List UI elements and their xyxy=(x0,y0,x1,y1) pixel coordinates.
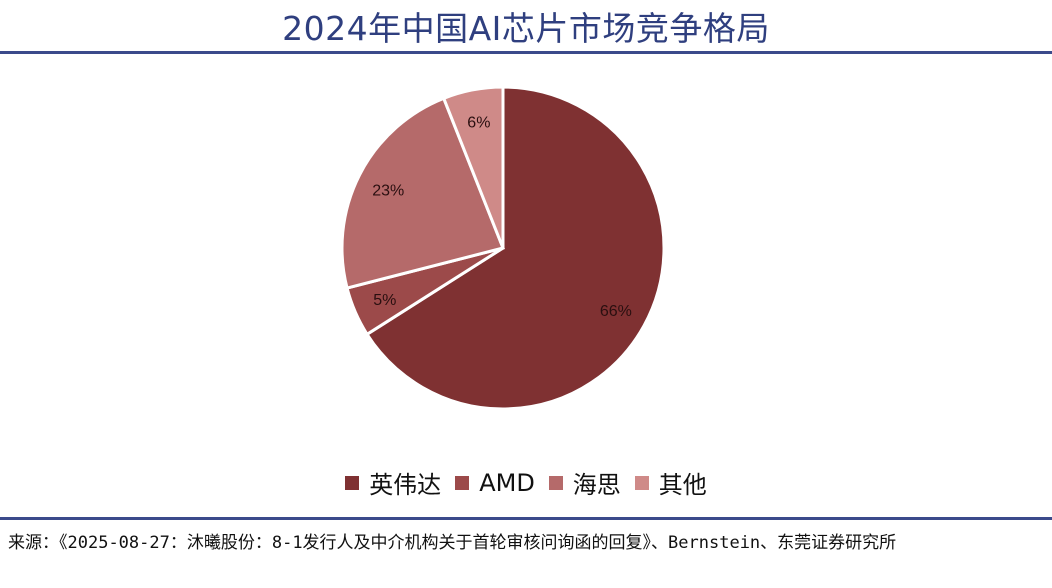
data-label-1: 5% xyxy=(373,292,396,309)
legend-label: AMD xyxy=(479,468,535,497)
legend-item: 其他 xyxy=(634,465,707,500)
legend-swatch xyxy=(345,475,360,490)
source-note: 来源：《2025-08-27：沐曦股份：8-1发行人及中介机构关于首轮审核问询函… xyxy=(8,533,897,553)
pie-slice-3 xyxy=(441,85,505,249)
legend: 英伟达 AMD 海思 其他 xyxy=(0,465,1052,500)
chart-title: 2024年中国AI芯片市场竞争格局 xyxy=(282,9,770,48)
pie-chart: 66% 5% 23% 6% xyxy=(340,85,666,411)
pie-slice-0 xyxy=(364,85,666,411)
legend-item: 海思 xyxy=(548,465,621,500)
legend-swatch xyxy=(634,475,649,490)
legend-label: 海思 xyxy=(572,471,621,499)
pie-slice-2 xyxy=(340,96,506,290)
legend-item: AMD xyxy=(455,465,535,500)
data-label-2: 23% xyxy=(372,183,404,200)
legend-label: 其他 xyxy=(658,471,707,499)
bottom-divider xyxy=(0,517,1052,520)
legend-label: 英伟达 xyxy=(369,471,442,499)
data-label-3: 6% xyxy=(467,114,490,131)
legend-swatch xyxy=(548,475,563,490)
legend-item: 英伟达 xyxy=(345,465,441,500)
data-label-0: 66% xyxy=(600,303,632,320)
top-divider xyxy=(0,51,1052,54)
legend-swatch xyxy=(455,475,470,490)
